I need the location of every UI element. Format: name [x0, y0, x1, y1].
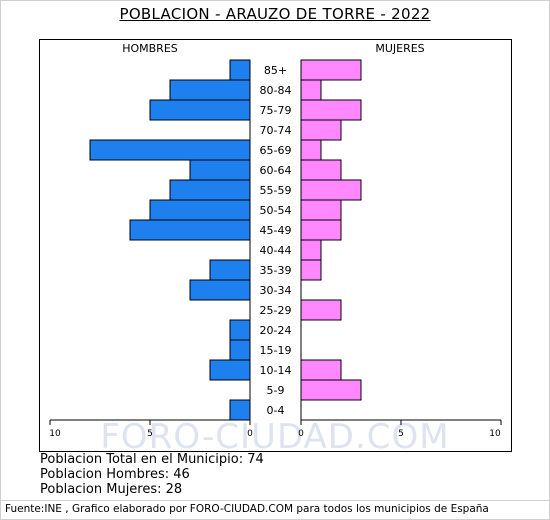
bar-mujeres-35-39	[300, 259, 322, 281]
bar-mujeres-65-69	[300, 139, 322, 161]
age-label-35-39: 35-39	[260, 264, 292, 277]
bar-hombres-80-84	[169, 79, 251, 101]
bar-hombres-15-19	[229, 339, 251, 361]
bar-mujeres-40-44	[300, 239, 322, 261]
age-label-50-54: 50-54	[260, 204, 292, 217]
bar-mujeres-75-79	[300, 99, 362, 121]
tick-label-right-0: 0	[298, 429, 304, 439]
age-label-10-14: 10-14	[260, 364, 292, 377]
age-label-75-79: 75-79	[260, 104, 292, 117]
bar-hombres-75-79	[149, 99, 251, 121]
age-label-0-4: 0-4	[267, 404, 285, 417]
total-population: Poblacion Total en el Municipio: 74	[40, 452, 264, 467]
bar-mujeres-70-74	[300, 119, 342, 141]
bar-hombres-55-59	[169, 179, 251, 201]
bar-hombres-60-64	[189, 159, 251, 181]
bar-mujeres-25-29	[300, 299, 342, 321]
age-label-20-24: 20-24	[260, 324, 292, 337]
bar-hombres-20-24	[229, 319, 251, 341]
chart-title: POBLACION - ARAUZO DE TORRE - 2022	[119, 5, 431, 23]
bar-mujeres-85+	[300, 59, 362, 81]
watermark-text: FORO-CIUDAD.COM	[100, 417, 449, 457]
age-label-85+: 85+	[264, 64, 287, 77]
bar-mujeres-60-64	[300, 159, 342, 181]
age-label-30-34: 30-34	[260, 284, 292, 297]
population-summary: Poblacion Total en el Municipio: 74 Pobl…	[40, 452, 264, 497]
age-label-80-84: 80-84	[260, 84, 292, 97]
tick-label-right-10: 10	[489, 429, 501, 439]
legend-hombres: HOMBRES	[122, 42, 178, 55]
bar-mujeres-80-84	[300, 79, 322, 101]
bar-hombres-30-34	[189, 279, 251, 301]
bar-mujeres-45-49	[300, 219, 342, 241]
age-label-60-64: 60-64	[260, 164, 292, 177]
female-population: Poblacion Mujeres: 28	[40, 482, 183, 497]
age-label-40-44: 40-44	[260, 244, 292, 257]
source-footer: Fuente:INE , Grafico elaborado por FORO-…	[5, 503, 489, 515]
bar-hombres-0-4	[229, 399, 251, 421]
tick-label-left-5: 5	[147, 429, 153, 439]
tick-label-left-0: 0	[247, 429, 253, 439]
bar-mujeres-50-54	[300, 199, 342, 221]
age-label-55-59: 55-59	[260, 184, 292, 197]
bar-hombres-65-69	[89, 139, 251, 161]
footer-divider	[0, 500, 550, 501]
bar-mujeres-10-14	[300, 359, 342, 381]
tick-label-left-10: 10	[49, 429, 61, 439]
age-label-25-29: 25-29	[260, 304, 292, 317]
tick-label-right-5: 5	[398, 429, 404, 439]
age-label-45-49: 45-49	[260, 224, 292, 237]
age-label-5-9: 5-9	[267, 384, 285, 397]
bar-hombres-10-14	[209, 359, 251, 381]
bar-mujeres-55-59	[300, 179, 362, 201]
bar-hombres-35-39	[209, 259, 251, 281]
plot-area	[39, 39, 512, 452]
age-label-70-74: 70-74	[260, 124, 292, 137]
male-population: Poblacion Hombres: 46	[40, 467, 190, 482]
bar-hombres-45-49	[129, 219, 251, 241]
legend-mujeres: MUJERES	[375, 42, 424, 55]
bar-hombres-85+	[229, 59, 251, 81]
age-label-15-19: 15-19	[260, 344, 292, 357]
age-label-65-69: 65-69	[260, 144, 292, 157]
bar-hombres-50-54	[149, 199, 251, 221]
bar-mujeres-5-9	[300, 379, 362, 401]
